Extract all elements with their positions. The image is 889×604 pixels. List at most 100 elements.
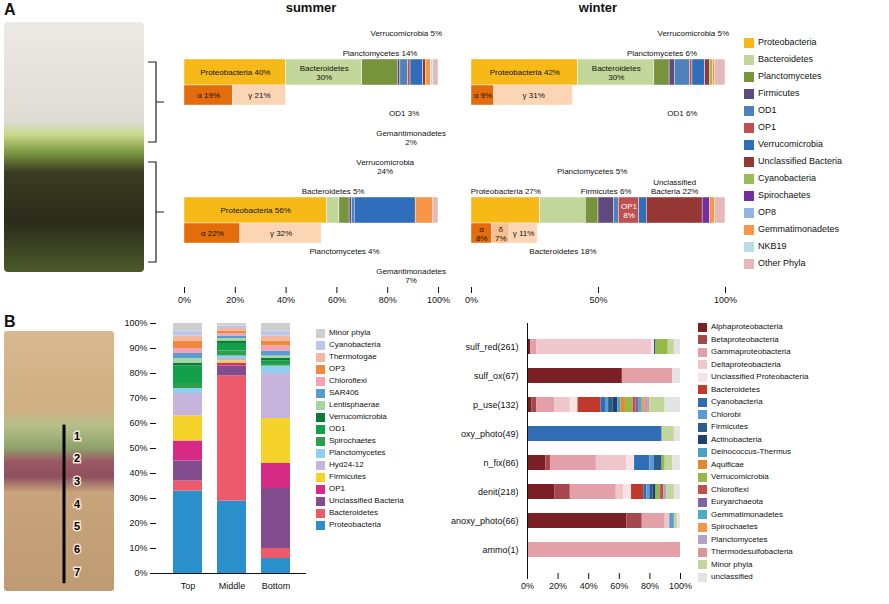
html-text:Cyanobacteria: Cyanobacteria: [758, 173, 816, 183]
html-text:Aquificae: Aquificae: [711, 459, 744, 469]
html-text:Firmicutes: Firmicutes: [758, 88, 800, 98]
svg-text:Bacteroidetes30%: Bacteroidetes30%: [300, 64, 349, 82]
svg-text:α8%: α8%: [476, 225, 488, 243]
svg-text:Verrucomicrobia 5%: Verrucomicrobia 5%: [658, 29, 730, 38]
svg-text:OP18%: OP18%: [621, 202, 638, 220]
svg-text:80%: 80%: [641, 581, 659, 591]
svg-text:Top: Top: [181, 581, 196, 591]
html-text:B: B: [4, 313, 16, 330]
svg-text:Bacteroidetes 18%: Bacteroidetes 18%: [529, 247, 596, 256]
svg-text:90%: 90%: [129, 343, 147, 353]
html-text:Chlorobi: Chlorobi: [711, 409, 741, 419]
svg-text:α 22%: α 22%: [201, 229, 224, 238]
svg-text:6: 6: [74, 543, 80, 555]
svg-text:γ 21%: γ 21%: [248, 91, 270, 100]
html-text:OD1: OD1: [758, 105, 777, 115]
html-text:Unclassified Bacteria: Unclassified Bacteria: [758, 156, 842, 166]
svg-text:5: 5: [74, 520, 80, 532]
svg-text:80%: 80%: [379, 295, 397, 305]
svg-text:Proteobacteria 27%: Proteobacteria 27%: [471, 187, 541, 196]
svg-text:40%: 40%: [580, 581, 598, 591]
svg-text:ammo(1): ammo(1): [482, 545, 518, 555]
svg-text:Planctomycetes 4%: Planctomycetes 4%: [309, 247, 379, 256]
svg-text:0%: 0%: [178, 295, 191, 305]
svg-text:Firmicutes 6%: Firmicutes 6%: [581, 187, 632, 196]
html-text:OP1: OP1: [758, 122, 776, 132]
svg-text:40%: 40%: [129, 468, 147, 478]
svg-text:7: 7: [74, 566, 80, 578]
svg-text:0%: 0%: [521, 581, 534, 591]
svg-text:1: 1: [74, 430, 80, 442]
svg-text:20%: 20%: [549, 581, 567, 591]
html-text:OP8: OP8: [758, 207, 776, 217]
html-text:A: A: [4, 1, 16, 18]
svg-text:Proteobacteria 56%: Proteobacteria 56%: [220, 206, 290, 215]
svg-text:Verrucomicrobia 5%: Verrucomicrobia 5%: [371, 29, 443, 38]
svg-text:Proteobacteria 42%: Proteobacteria 42%: [490, 68, 560, 77]
svg-text:Gemantimonadetes2%: Gemantimonadetes2%: [376, 129, 446, 147]
svg-text:100%: 100%: [124, 318, 147, 328]
html-text:Planctomycetes: Planctomycetes: [758, 71, 822, 81]
svg-text:0%: 0%: [134, 568, 147, 578]
html-text:Bacteroidetes: Bacteroidetes: [758, 54, 813, 64]
svg-text:80%: 80%: [129, 368, 147, 378]
svg-text:Proteobacteria 40%: Proteobacteria 40%: [200, 68, 270, 77]
svg-text:Bacteroidetes30%: Bacteroidetes30%: [592, 64, 641, 82]
svg-text:UnclassifiedBacteria 22%: UnclassifiedBacteria 22%: [651, 178, 699, 196]
svg-text:100%: 100%: [427, 295, 450, 305]
svg-text:100%: 100%: [669, 581, 692, 591]
html-text:Spirochaetes: Spirochaetes: [758, 190, 811, 200]
svg-text:50%: 50%: [129, 443, 147, 453]
svg-text:20%: 20%: [226, 295, 244, 305]
html-text:winter: winter: [578, 0, 618, 15]
svg-text:OD1 6%: OD1 6%: [667, 109, 697, 118]
html-text:Verrucomicrobia: Verrucomicrobia: [758, 139, 823, 149]
svg-text:p_use(132): p_use(132): [473, 400, 519, 410]
html-text:Bacteroidetes: Bacteroidetes: [711, 384, 760, 394]
svg-text:Planctomycetes 5%: Planctomycetes 5%: [557, 167, 627, 176]
html-text:Proteobacteria: Proteobacteria: [758, 37, 817, 47]
svg-text:60%: 60%: [328, 295, 346, 305]
svg-text:20%: 20%: [129, 518, 147, 528]
svg-text:Planctomycetes 6%: Planctomycetes 6%: [627, 49, 697, 58]
svg-text:OD1 3%: OD1 3%: [389, 109, 419, 118]
html-text:Gemmatimonadetes: Gemmatimonadetes: [758, 224, 839, 234]
svg-text:anoxy_photo(66): anoxy_photo(66): [451, 516, 519, 526]
svg-text:n_fix(86): n_fix(86): [483, 458, 518, 468]
svg-text:60%: 60%: [610, 581, 628, 591]
svg-text:denit(218): denit(218): [478, 487, 519, 497]
svg-text:70%: 70%: [129, 393, 147, 403]
html-text:Chloroflexi: Chloroflexi: [711, 484, 749, 494]
svg-text:30%: 30%: [129, 493, 147, 503]
svg-text:oxy_photo(49): oxy_photo(49): [461, 429, 519, 439]
html-text:Other Phyla: Other Phyla: [758, 258, 806, 268]
svg-text:Verrucomicrobia24%: Verrucomicrobia24%: [356, 158, 414, 176]
svg-text:γ 11%: γ 11%: [513, 229, 535, 238]
svg-text:40%: 40%: [277, 295, 295, 305]
html-text:NKB19: NKB19: [758, 241, 787, 251]
svg-text:Bottom: Bottom: [262, 581, 291, 591]
html-text:Actinobacteria: Actinobacteria: [711, 434, 762, 444]
svg-text:γ 31%: γ 31%: [523, 91, 545, 100]
svg-text:60%: 60%: [129, 418, 147, 428]
svg-text:50%: 50%: [589, 295, 607, 305]
svg-text:4: 4: [74, 498, 81, 510]
svg-text:sulf_red(261): sulf_red(261): [465, 342, 518, 352]
svg-text:γ 32%: γ 32%: [270, 229, 292, 238]
svg-text:100%: 100%: [714, 295, 737, 305]
svg-text:δ7%: δ7%: [495, 225, 507, 243]
svg-text:0%: 0%: [465, 295, 478, 305]
svg-text:3: 3: [74, 475, 80, 487]
svg-text:10%: 10%: [129, 543, 147, 553]
svg-text:Planctomycetes 14%: Planctomycetes 14%: [343, 49, 418, 58]
html-text:Deltaproteobacteria: Deltaproteobacteria: [711, 359, 781, 369]
svg-text:sulf_ox(67): sulf_ox(67): [474, 371, 519, 381]
svg-text:Bacteroidetes 5%: Bacteroidetes 5%: [302, 187, 365, 196]
svg-text:Gemantimonadetes7%: Gemantimonadetes7%: [376, 267, 446, 285]
svg-text:Middle: Middle: [219, 581, 246, 591]
svg-text:α 9%: α 9%: [474, 91, 492, 100]
html-text:summer: summer: [285, 0, 337, 15]
html-text:Betaproteobacteria: Betaproteobacteria: [711, 334, 779, 344]
svg-text:2: 2: [74, 452, 80, 464]
svg-text:α 19%: α 19%: [197, 91, 220, 100]
